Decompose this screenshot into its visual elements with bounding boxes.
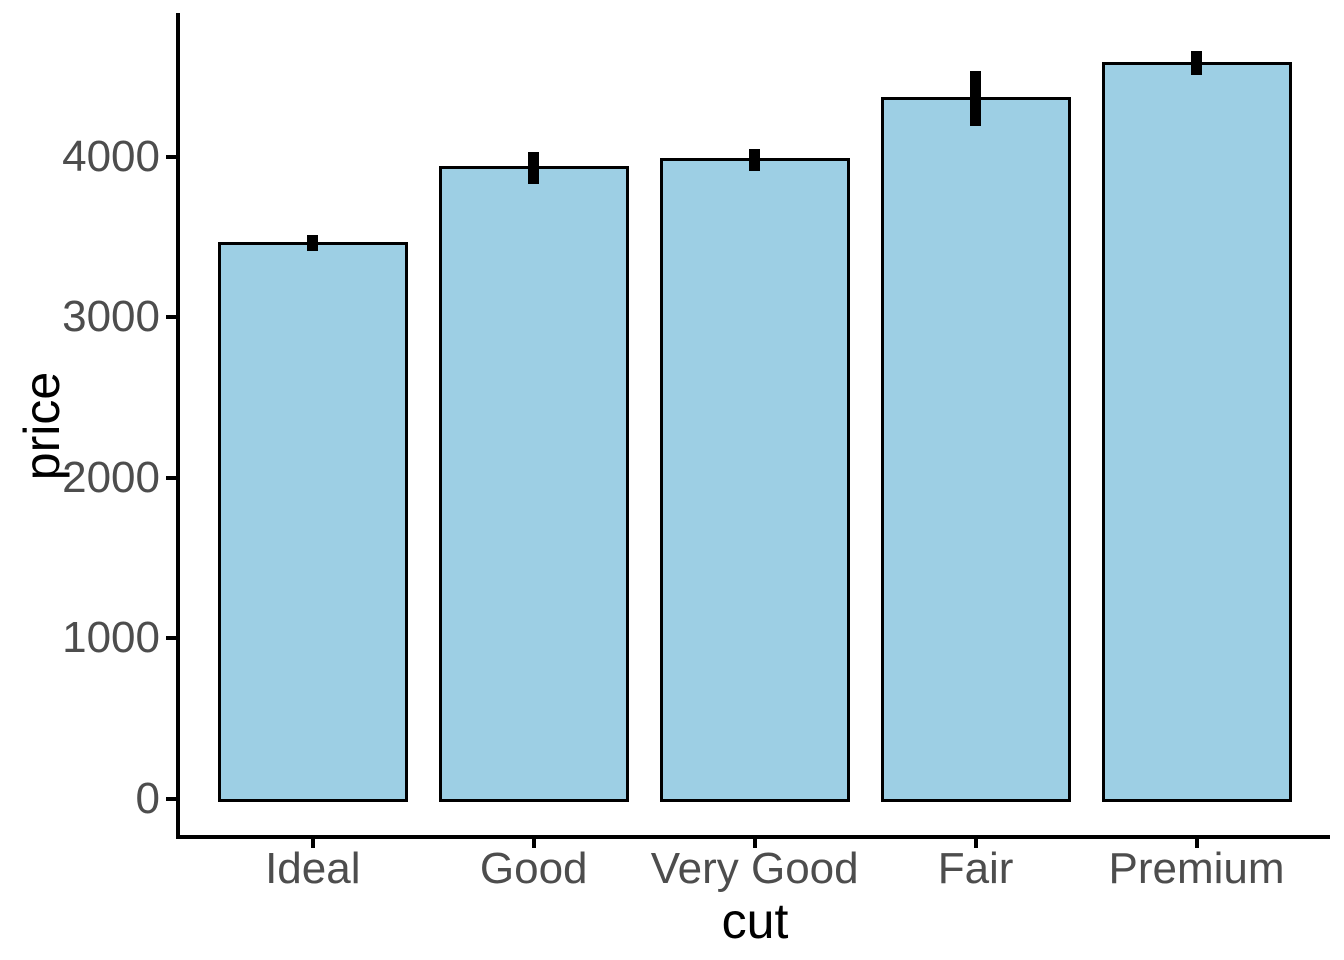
x-tick-label: Ideal: [265, 844, 361, 893]
bar: [217, 241, 408, 802]
y-tick: [166, 315, 176, 320]
x-tick-label: Very Good: [650, 844, 859, 893]
error-bar: [307, 235, 319, 252]
x-tick-label: Fair: [937, 844, 1014, 893]
x-tick: [1194, 839, 1199, 848]
error-bar: [749, 148, 761, 172]
x-axis-line: [176, 835, 1330, 839]
y-tick: [166, 475, 176, 480]
x-tick: [531, 839, 536, 848]
y-tick-label: 3000: [62, 292, 160, 342]
y-tick: [166, 797, 176, 801]
x-tick: [973, 839, 978, 848]
error-bar: [528, 151, 540, 184]
x-tick-label: Good: [479, 844, 588, 893]
error-bar: [970, 71, 982, 127]
y-tick: [166, 636, 176, 641]
x-tick-label: Premium: [1108, 844, 1285, 893]
x-axis-title: cut: [721, 893, 789, 949]
x-tick: [752, 839, 757, 848]
bar: [659, 158, 850, 802]
bar: [1101, 61, 1292, 802]
y-tick-label: 0: [135, 774, 160, 823]
y-axis-title: price: [14, 371, 70, 481]
y-tick-label: 1000: [62, 613, 160, 663]
y-tick: [166, 154, 176, 159]
x-tick: [310, 839, 315, 848]
bar: [438, 166, 629, 802]
y-tick-label: 4000: [62, 131, 160, 181]
y-tick-label: 2000: [62, 452, 160, 502]
bar: [880, 97, 1071, 802]
y-axis-line: [176, 13, 180, 839]
error-bar: [1191, 50, 1203, 75]
